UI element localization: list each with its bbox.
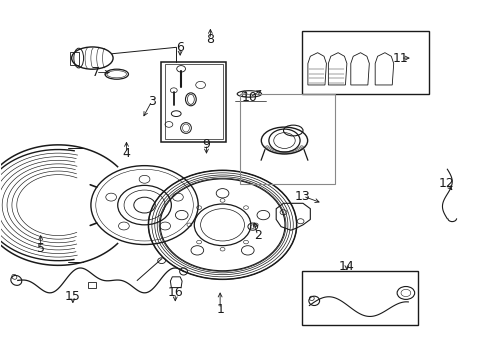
Text: 2: 2: [253, 229, 261, 242]
Text: 15: 15: [65, 290, 81, 303]
Text: 16: 16: [167, 287, 183, 300]
Text: 10: 10: [241, 91, 257, 104]
Text: 6: 6: [176, 41, 183, 54]
Bar: [160, 62, 226, 142]
Text: 4: 4: [122, 147, 130, 159]
Bar: [302, 271, 417, 325]
Text: 8: 8: [206, 32, 214, 46]
Bar: [239, 94, 334, 184]
Text: 12: 12: [438, 177, 454, 190]
Bar: [70, 51, 79, 64]
Text: 5: 5: [37, 242, 44, 255]
Text: 1: 1: [216, 303, 224, 316]
Text: 11: 11: [392, 51, 407, 64]
Bar: [164, 64, 222, 139]
Text: 7: 7: [92, 66, 100, 79]
Text: 13: 13: [295, 190, 310, 203]
Text: 14: 14: [338, 260, 354, 273]
Text: 9: 9: [202, 138, 210, 150]
Bar: [302, 31, 428, 94]
Text: 3: 3: [147, 95, 156, 108]
